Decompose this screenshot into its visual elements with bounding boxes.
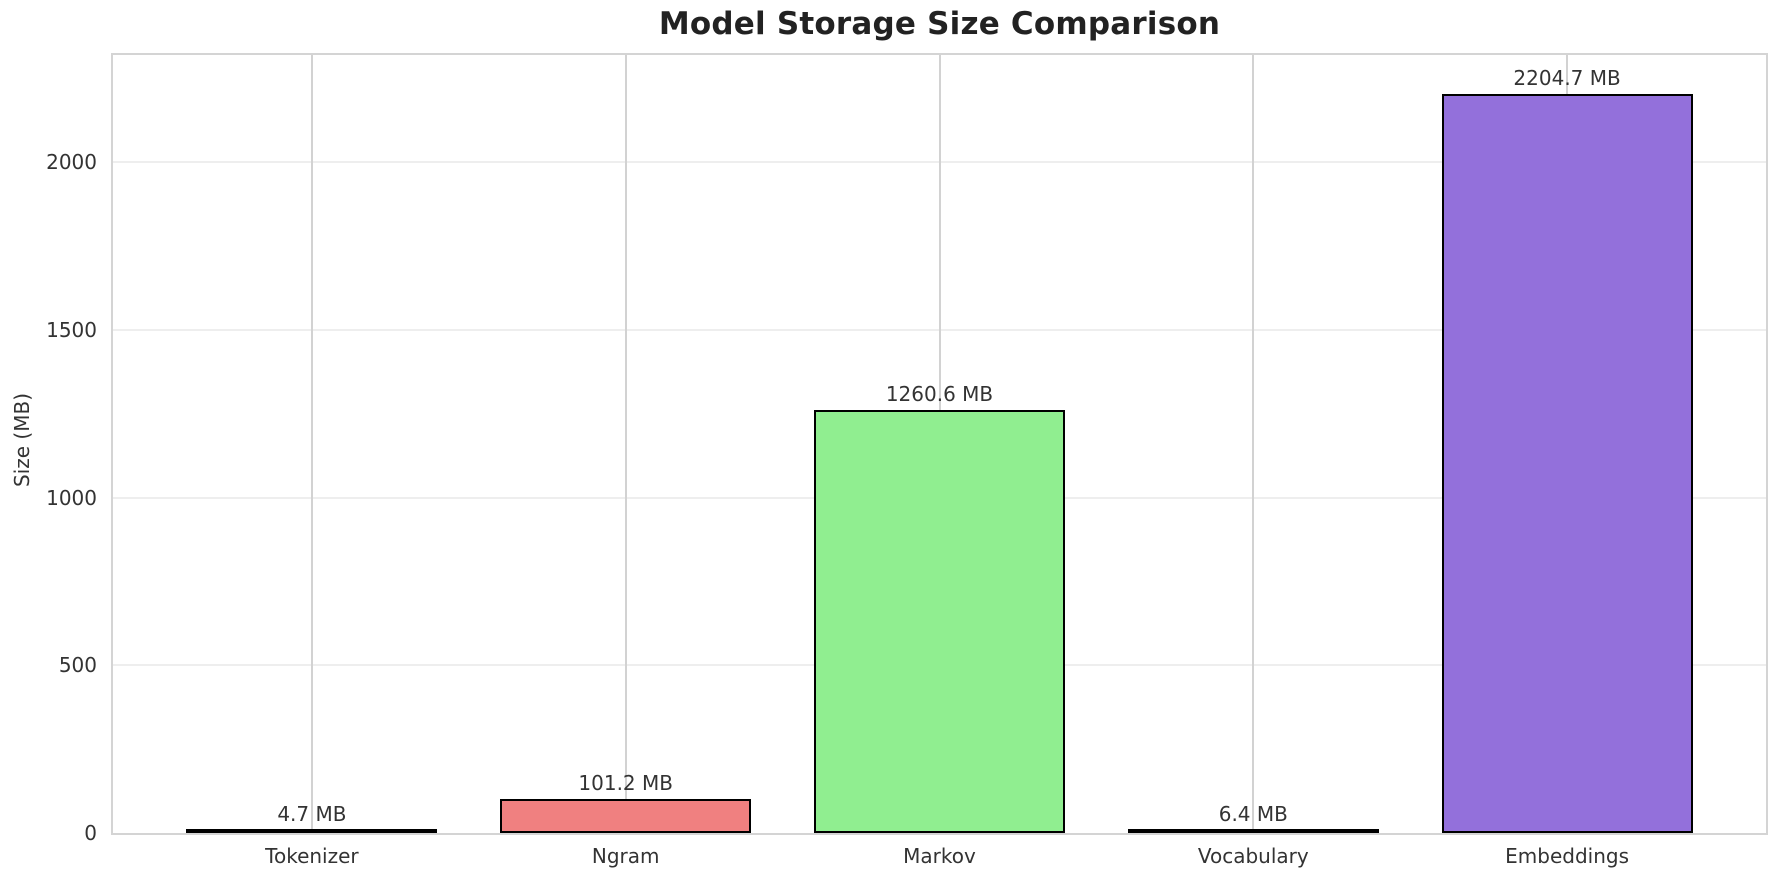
bar-ngram: [500, 799, 752, 833]
y-tick-label: 2000: [46, 150, 97, 175]
x-tick-label-ngram: Ngram: [591, 844, 660, 868]
bar-value-label: 2204.7 MB: [1513, 65, 1621, 90]
x-tick-label-markov: Markov: [903, 844, 976, 868]
gridline-vertical: [1252, 55, 1255, 833]
bar-embeddings: [1441, 93, 1693, 833]
y-tick-label: 1000: [46, 485, 97, 510]
plot-area: 4.7 MB 101.2 MB 1260.6 MB 6.4 MB 2204.7 MB: [111, 53, 1768, 835]
bar-value-label: 4.7 MB: [277, 802, 347, 826]
bar-markov: [814, 410, 1065, 833]
x-tick-label-embeddings: Embeddings: [1505, 844, 1630, 868]
bar-value-label: 101.2 MB: [578, 771, 673, 796]
bar-value-label: 1260.6 MB: [885, 382, 994, 407]
y-tick-label: 1500: [46, 317, 97, 342]
x-tick-label-vocabulary: Vocabulary: [1197, 844, 1309, 868]
chart-title: Model Storage Size Comparison: [658, 6, 1221, 42]
gridline-vertical: [624, 55, 627, 833]
y-tick-label: 500: [58, 653, 97, 678]
bar-vocabulary: [1127, 829, 1379, 833]
gridline-vertical: [310, 55, 313, 833]
x-tick-label-tokenizer: Tokenizer: [265, 844, 359, 868]
y-tick-label: 0: [84, 821, 97, 845]
bar-tokenizer: [186, 829, 438, 833]
bar-value-label: 6.4 MB: [1218, 802, 1288, 826]
